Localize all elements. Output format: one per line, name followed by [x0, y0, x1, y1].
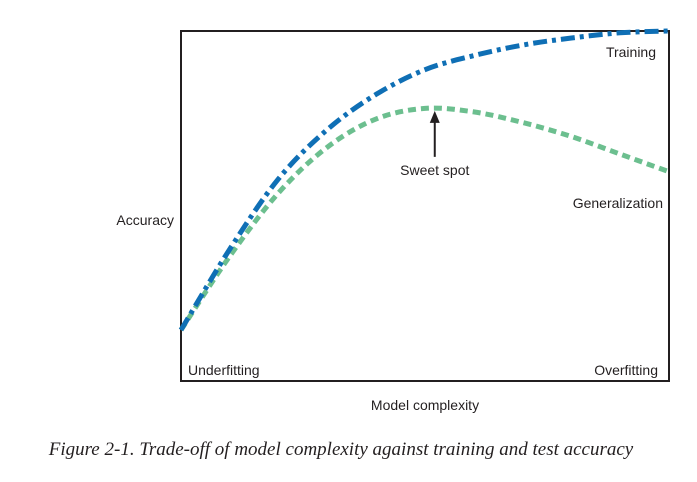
training-series-label: Training — [606, 44, 656, 60]
x-axis-label: Model complexity — [371, 397, 479, 413]
generalization-curve — [178, 105, 670, 332]
plot-frame — [180, 30, 670, 382]
training-curve — [178, 28, 670, 332]
generalization-series-label: Generalization — [573, 195, 663, 211]
y-axis-label: Accuracy — [116, 212, 174, 228]
sweet-spot-label: Sweet spot — [400, 162, 469, 178]
sweet-spot-arrowhead — [429, 110, 440, 123]
overfitting-label: Overfitting — [594, 362, 658, 378]
underfitting-label: Underfitting — [188, 362, 260, 378]
figure-caption: Figure 2-1. Trade-off of model complexit… — [48, 439, 634, 460]
